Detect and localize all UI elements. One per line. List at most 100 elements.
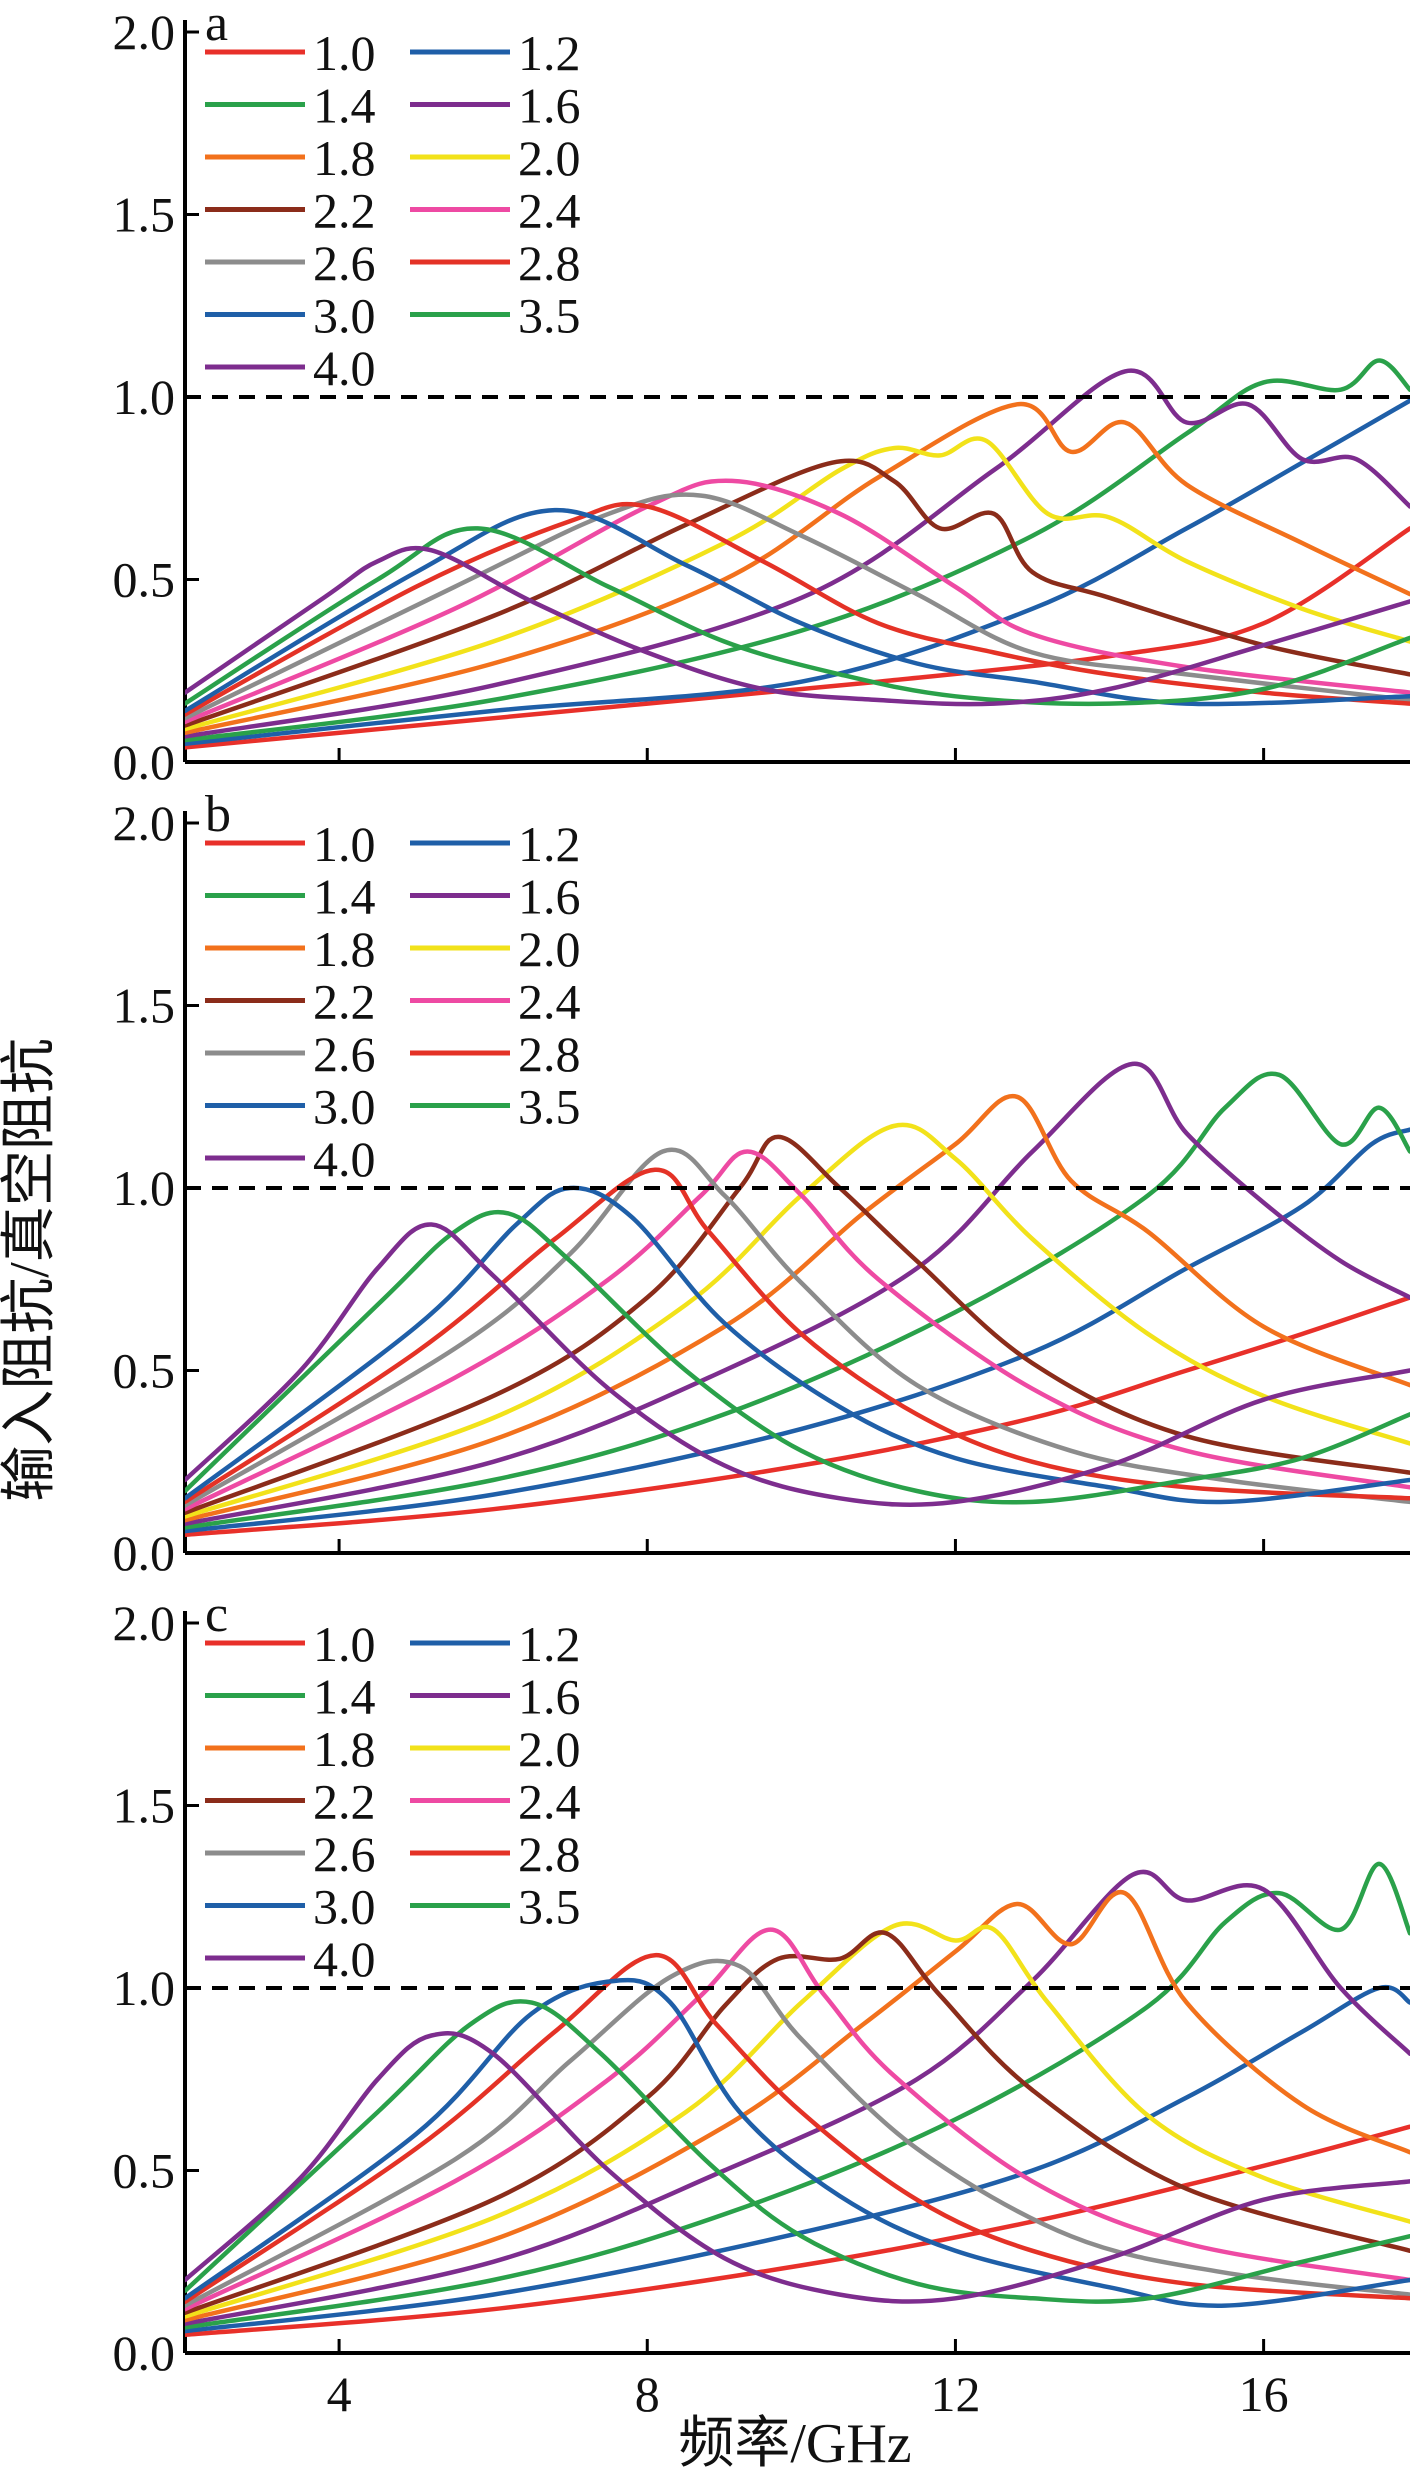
series-line-1.8 — [185, 1889, 1410, 2323]
series-line-3.5 — [185, 526, 1410, 707]
legend-entry: 1.0 — [205, 1616, 376, 1672]
legend-entry: 1.2 — [410, 1616, 581, 1672]
legend-entry: 1.2 — [410, 25, 581, 81]
series-line-2.4 — [185, 1149, 1410, 1512]
legend-label: 1.4 — [313, 869, 376, 925]
series-line-4.0 — [185, 2031, 1410, 2304]
legend-label: 1.8 — [313, 130, 376, 186]
legend-entry: 1.6 — [410, 869, 581, 925]
legend-entry: 1.6 — [410, 1669, 581, 1725]
series-lines — [185, 1861, 1410, 2338]
legend-entry: 3.5 — [410, 1079, 581, 1135]
legend-label: 2.4 — [518, 1774, 581, 1830]
panel-c: 0.0 0.5 1.0 1.5 2.0 4 8 12 16 c 1.0 1.2 1.4 1.6 1.8 2.0… — [113, 1586, 1410, 2422]
legend-label: 2.4 — [518, 183, 581, 239]
legend-entry: 1.2 — [410, 816, 581, 872]
legend-entry: 2.8 — [410, 1826, 581, 1882]
y-tick-label: 1.5 — [113, 187, 176, 243]
series-line-2.8 — [185, 501, 1410, 717]
legend-entry: 1.4 — [205, 869, 376, 925]
series-line-1.8 — [185, 1093, 1410, 1523]
series-line-4.0 — [185, 545, 1410, 707]
y-tick-label: 2.0 — [113, 1595, 176, 1651]
series-lines — [185, 1061, 1410, 1538]
y-tick-label: 0.5 — [113, 1343, 176, 1399]
legend-label: 2.4 — [518, 974, 581, 1030]
legend-label: 2.6 — [313, 1026, 376, 1082]
series-line-1.0 — [185, 526, 1410, 750]
legend-label: 2.6 — [313, 1826, 376, 1882]
legend-label: 4.0 — [313, 340, 376, 396]
legend-label: 1.8 — [313, 921, 376, 977]
legend-entry: 3.0 — [205, 288, 376, 344]
legend-entry: 2.4 — [410, 1774, 581, 1830]
y-tick-label: 2.0 — [113, 795, 176, 851]
x-axis-title: 频率/GHz — [678, 2413, 911, 2475]
y-tick-label: 1.0 — [113, 369, 176, 425]
legend-entry: 1.4 — [205, 78, 376, 134]
legend-label: 2.8 — [518, 235, 581, 291]
series-line-2.6 — [185, 1958, 1410, 2308]
legend-entry: 2.6 — [205, 1826, 376, 1882]
legend-entry: 2.0 — [410, 921, 581, 977]
legend-entry: 2.2 — [205, 183, 376, 239]
legend-label: 3.5 — [518, 288, 581, 344]
legend-label: 1.2 — [518, 1616, 581, 1672]
series-lines — [185, 358, 1410, 750]
legend-label: 2.2 — [313, 974, 376, 1030]
series-line-2.0 — [185, 1921, 1410, 2319]
legend-entry: 2.2 — [205, 974, 376, 1030]
legend-label: 3.5 — [518, 1079, 581, 1135]
legend-label: 1.2 — [518, 25, 581, 81]
series-line-1.6 — [185, 368, 1410, 739]
y-tick-label: 1.0 — [113, 1960, 176, 2016]
legend-label: 3.0 — [313, 288, 376, 344]
legend-entry: 4.0 — [205, 1931, 376, 1987]
legend-label: 2.6 — [313, 235, 376, 291]
legend: 1.0 1.2 1.4 1.6 1.8 2.0 2.2 2.4 2.6 2.8 3.0 3.5 4.0 — [205, 816, 581, 1187]
legend-entry: 3.5 — [410, 1879, 581, 1935]
y-tick-label: 0.0 — [113, 734, 176, 790]
legend-entry: 3.0 — [205, 1879, 376, 1935]
series-line-1.2 — [185, 1984, 1410, 2334]
legend-label: 2.0 — [518, 1721, 581, 1777]
legend-entry: 1.6 — [410, 78, 581, 134]
series-line-2.6 — [185, 1147, 1410, 1508]
series-line-1.6 — [185, 1061, 1410, 1527]
y-tick-label: 2.0 — [113, 4, 176, 60]
legend-entry: 2.8 — [410, 1026, 581, 1082]
series-line-2.0 — [185, 1122, 1410, 1519]
legend-label: 3.0 — [313, 1879, 376, 1935]
x-tick-label: 4 — [327, 2366, 352, 2422]
legend-label: 1.6 — [518, 78, 581, 134]
legend-entry: 2.0 — [410, 130, 581, 186]
legend-label: 2.8 — [518, 1026, 581, 1082]
y-tick-label: 1.5 — [113, 1778, 176, 1834]
legend-entry: 2.4 — [410, 183, 581, 239]
panel-b: 0.0 0.5 1.0 1.5 2.0 b 1.0 1.2 1.4 1.6 1.8 2.0 2.2 2.4… — [113, 786, 1410, 1581]
legend-entry: 4.0 — [205, 340, 376, 396]
series-line-4.0 — [185, 1222, 1410, 1508]
legend-entry: 2.0 — [410, 1721, 581, 1777]
legend-label: 1.0 — [313, 1616, 376, 1672]
legend-entry: 4.0 — [205, 1131, 376, 1187]
series-line-2.4 — [185, 1927, 1410, 2312]
legend-label: 2.2 — [313, 183, 376, 239]
legend-label: 1.2 — [518, 816, 581, 872]
legend-entry: 1.8 — [205, 1721, 376, 1777]
panel-letter: b — [205, 786, 231, 843]
series-line-2.2 — [185, 458, 1410, 728]
series-line-1.4 — [185, 1861, 1410, 2330]
x-tick-label: 16 — [1239, 2366, 1289, 2422]
panels: 0.0 0.5 1.0 1.5 2.0 a 1.0 1.2 1.4 1.6 1.8 2.0 2.2 2.4… — [113, 0, 1410, 2422]
series-line-2.6 — [185, 492, 1410, 721]
legend-label: 1.4 — [313, 78, 376, 134]
y-axis-title: 输入阻抗/真空阻抗 — [0, 1038, 61, 1502]
legend-label: 2.0 — [518, 921, 581, 977]
series-line-3.5 — [185, 1209, 1410, 1505]
legend-label: 1.6 — [518, 869, 581, 925]
series-line-2.2 — [185, 1930, 1410, 2316]
legend-entry: 2.2 — [205, 1774, 376, 1830]
legend-entry: 1.0 — [205, 25, 376, 81]
